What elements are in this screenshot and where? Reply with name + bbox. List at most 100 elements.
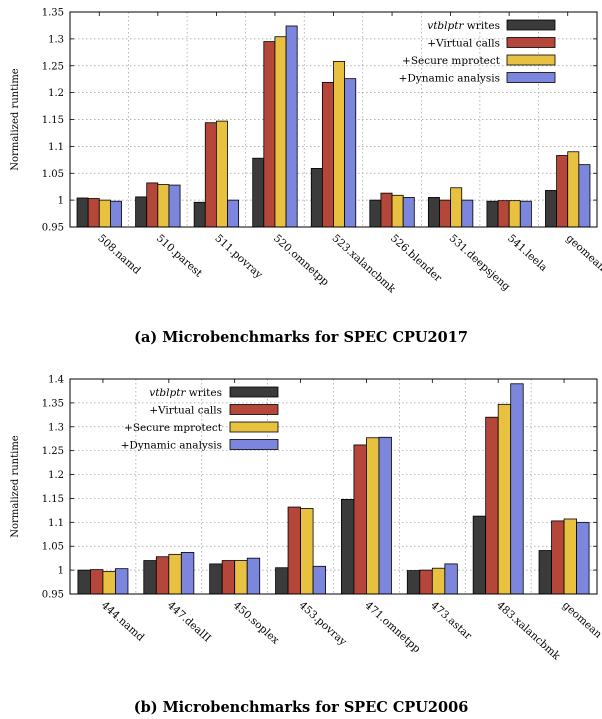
x-tick-label: 447.dealII: [165, 599, 213, 644]
legend-swatch: [229, 404, 279, 415]
bar: [102, 571, 116, 595]
bar: [204, 122, 217, 228]
bar: [146, 182, 159, 228]
y-tick-label: 1.25: [42, 61, 64, 72]
bar: [300, 508, 314, 595]
bar: [485, 416, 499, 595]
chart-spec2006: 0.95 1 1.05 1.1 1.15 1.2 1.25 1.3 1.35 1.4 444.nam…: [10, 375, 602, 663]
x-tick-label: 473.astar: [428, 599, 474, 642]
bar: [353, 444, 367, 595]
bar: [274, 36, 287, 228]
y-tick-label: 1.35: [42, 8, 64, 19]
y-tick-label: 1.35: [42, 398, 64, 409]
bar: [215, 120, 228, 228]
bar: [576, 521, 590, 595]
x-tick-label: 526.blender: [388, 232, 445, 285]
y-tick-label: 1.2: [48, 88, 64, 99]
bar: [380, 192, 393, 228]
legend-label: +Dynamic analysis: [121, 440, 222, 452]
bar: [155, 556, 170, 595]
legend-swatch: [229, 439, 279, 450]
bar: [285, 25, 298, 228]
bar: [510, 383, 524, 595]
x-tick-label: 541.leela: [505, 232, 549, 274]
legend-label: +Secure mprotect: [402, 55, 501, 67]
bar: [333, 61, 346, 228]
y-tick-label: 1.1: [48, 518, 64, 529]
y-tick-label: 1.25: [42, 446, 64, 457]
bar: [406, 570, 421, 595]
bar: [378, 436, 392, 595]
bar: [419, 569, 433, 595]
legend: vtblptr writes +Virtual calls +Secure mpro…: [121, 386, 279, 452]
bar: [578, 164, 591, 228]
bar: [193, 201, 206, 228]
bar: [519, 200, 532, 228]
y-tick-label: 1.15: [42, 494, 64, 505]
legend-label: vtblptr writes: [149, 387, 222, 399]
x-tick-label: 450.soplex: [231, 599, 282, 646]
bar: [538, 550, 552, 595]
bar: [391, 194, 404, 228]
bar: [497, 403, 512, 595]
bar: [209, 563, 223, 595]
y-tick-label: 1: [58, 566, 64, 577]
bar: [439, 199, 452, 228]
bar: [252, 157, 265, 228]
x-tick-label: 453.povray: [297, 599, 349, 648]
bar: [98, 199, 111, 228]
caption-spec2006: (b) Microbenchmarks for SPEC CPU2006: [134, 699, 469, 716]
y-tick-label: 0.95: [42, 590, 64, 601]
legend-label: +Virtual calls: [149, 405, 222, 417]
y-tick-label: 1.3: [48, 422, 64, 433]
bar: [275, 567, 289, 595]
x-tick-label: 471.omnetpp: [362, 599, 422, 655]
bar: [168, 184, 181, 228]
bar: [486, 200, 499, 228]
y-tick-label: 1.2: [48, 470, 64, 481]
bar: [90, 569, 104, 595]
bar: [551, 520, 565, 595]
legend-label: vtblptr writes: [427, 20, 500, 32]
x-tick-label: 531.deepsjeng: [447, 232, 513, 293]
legend-label: +Virtual calls: [427, 38, 500, 50]
bar: [444, 563, 458, 595]
bar: [76, 197, 89, 228]
x-tick-label: 511.povray: [212, 232, 264, 281]
bar: [508, 200, 521, 228]
x-tick-label: 523.xalancbmk: [329, 232, 398, 295]
bar: [366, 437, 380, 595]
bar: [180, 552, 195, 595]
bar: [263, 41, 276, 228]
legend-swatch: [229, 386, 279, 398]
x-tick-label: 508.namd: [95, 232, 143, 277]
legend-swatch: [506, 37, 556, 48]
legend-swatch: [506, 54, 556, 66]
x-tick-label: 483.xalancbmk: [494, 599, 563, 662]
bar: [431, 567, 446, 595]
bar: [135, 196, 148, 228]
legend-label-rest: writes: [185, 387, 222, 399]
bar: [344, 78, 357, 228]
bar: [450, 187, 463, 228]
bar: [402, 197, 415, 228]
bar: [221, 560, 236, 595]
legend-label: +Secure mprotect: [124, 422, 223, 434]
bar: [157, 184, 170, 228]
bar: [369, 199, 382, 228]
bar: [87, 198, 100, 228]
bar: [497, 200, 510, 228]
bar: [341, 498, 355, 595]
bar: [461, 199, 474, 228]
bar: [227, 199, 240, 228]
y-tick-label: 1.05: [42, 169, 64, 180]
x-tick-label: geomean: [564, 232, 602, 273]
bar: [110, 200, 122, 228]
plot-frame: [69, 378, 598, 595]
bar: [310, 168, 323, 228]
bar: [77, 569, 91, 595]
legend-swatch: [506, 72, 556, 83]
legend-swatch: [229, 421, 279, 433]
caption-spec2017: (a) Microbenchmarks for SPEC CPU2017: [134, 329, 468, 346]
